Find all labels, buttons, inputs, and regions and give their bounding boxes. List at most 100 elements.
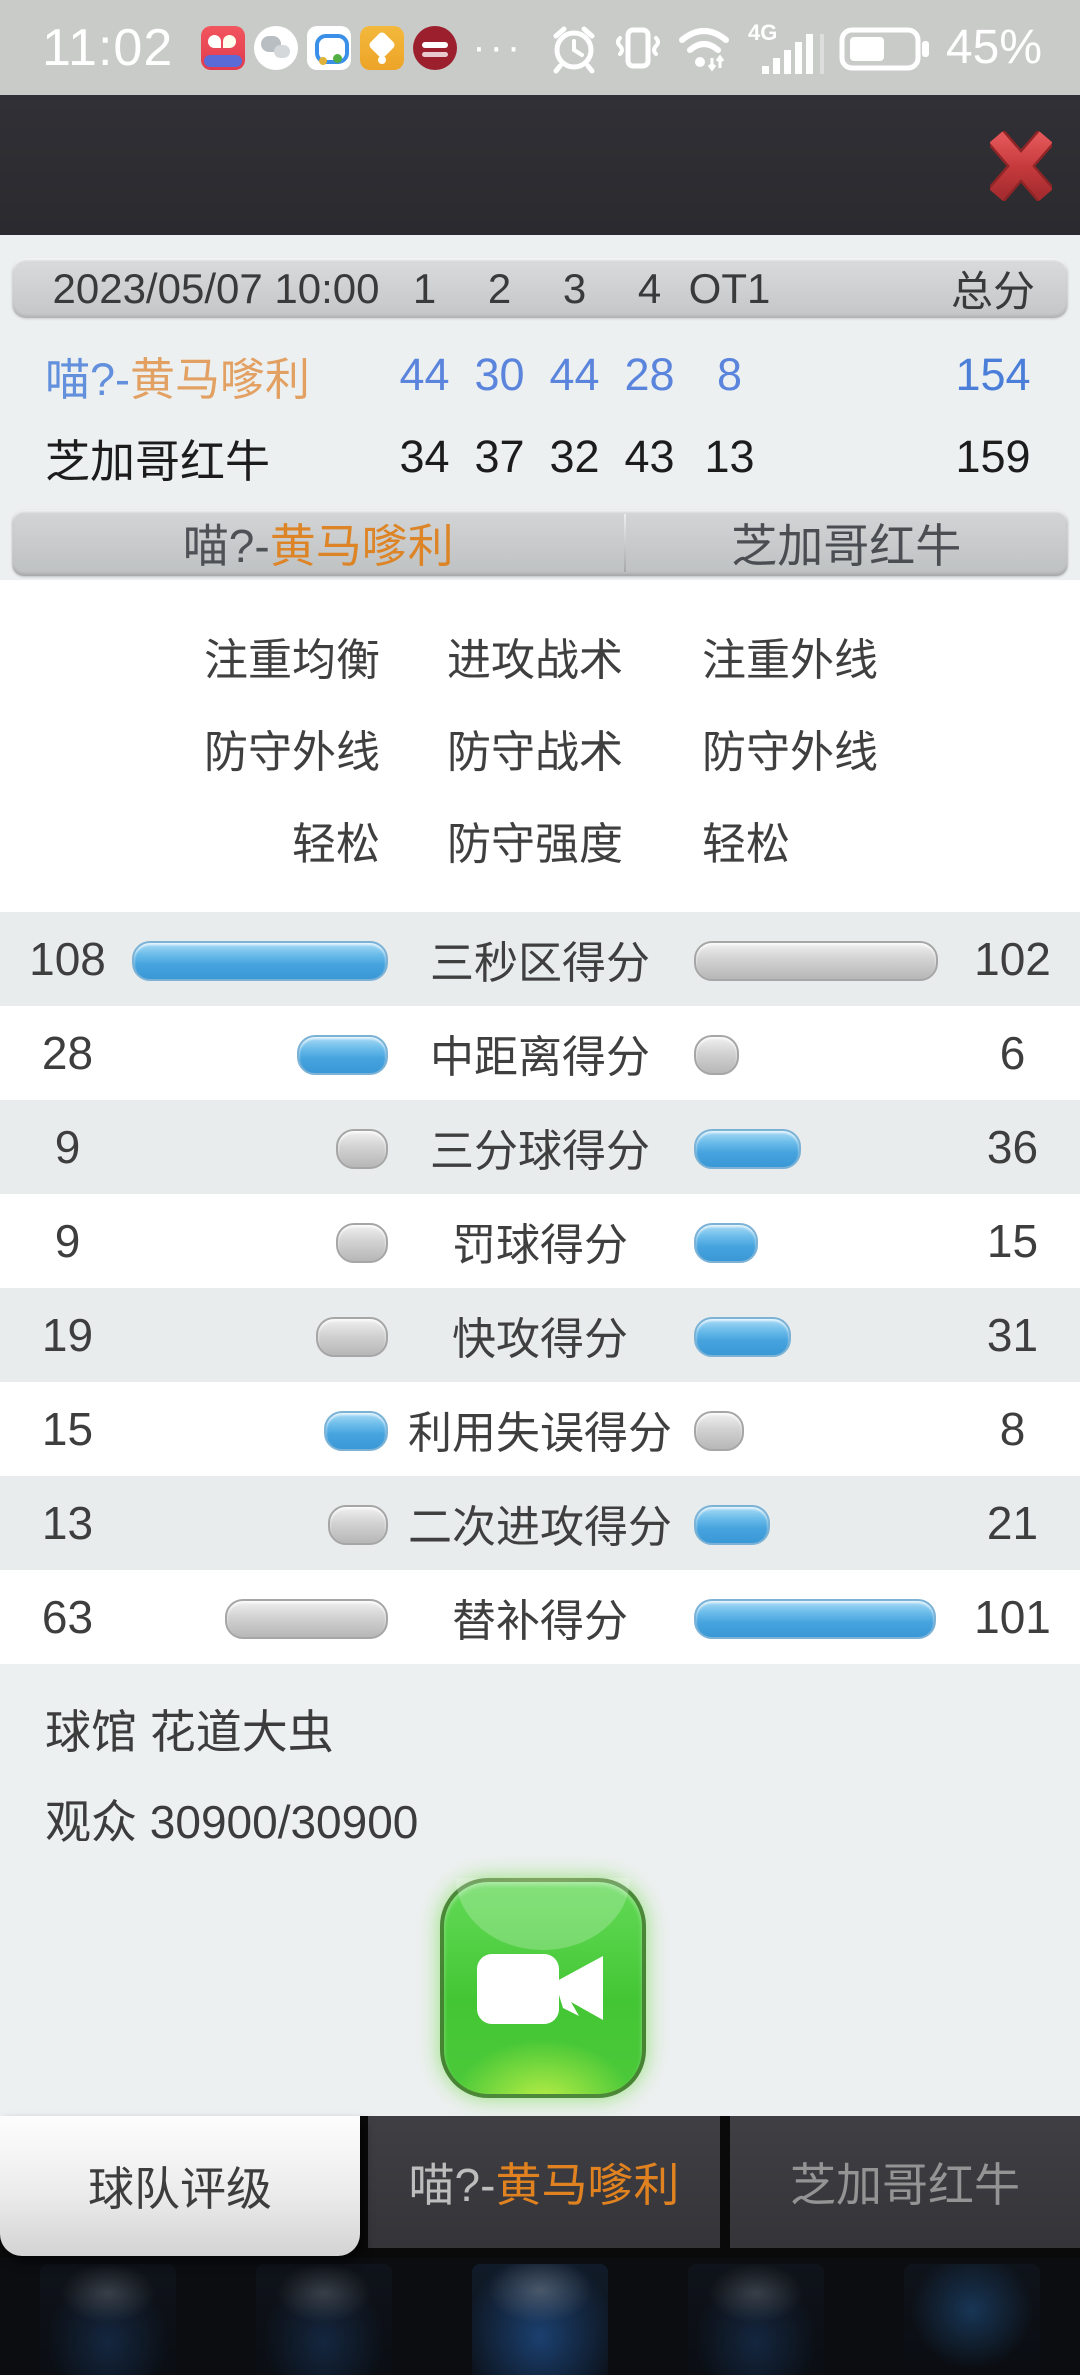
- away-team-name: 芝加哥红牛: [45, 435, 271, 487]
- tab-team-rating[interactable]: 球队评级: [0, 2116, 360, 2256]
- tactic-away-value: 轻松: [702, 820, 790, 869]
- stat-home-value: 19: [41, 1309, 94, 1361]
- away-q4: 43: [624, 431, 675, 482]
- stat-away-bar: [694, 1129, 801, 1169]
- stat-away-value: 102: [974, 933, 1051, 985]
- stat-home-value: 63: [41, 1591, 94, 1643]
- bottom-tabs: 球队评级 喵?- 黄马嗲利 芝加哥红牛: [0, 2116, 1080, 2258]
- clock-time: 11:02: [42, 18, 174, 77]
- status-bar: 11:02 ···: [0, 0, 1080, 95]
- vibrate-icon: [615, 27, 660, 68]
- stat-row: 15 利用失误得分 8: [0, 1382, 1080, 1476]
- tactic-label: 防守强度: [447, 820, 623, 869]
- dim-player-panel-icon: [472, 2264, 608, 2375]
- stat-row: 63 替补得分 101: [0, 1570, 1080, 1664]
- match-result-panel: 2023/05/07 10:00 1 2 3 4 OT1 总分 喵?-黄马嗲利 …: [0, 258, 1080, 2116]
- tactic-home-value: 防守外线: [204, 728, 380, 777]
- tactic-home-value: 注重均衡: [204, 636, 380, 685]
- stat-away-bar: [694, 1505, 770, 1545]
- tab-home-team[interactable]: 喵?- 黄马嗲利: [368, 2116, 720, 2248]
- tactic-home-value: 轻松: [292, 820, 380, 869]
- tactic-label: 防守战术: [447, 728, 623, 777]
- tactics-row: 轻松 防守强度 轻松: [0, 794, 1080, 886]
- stat-label: 三分球得分: [430, 1127, 650, 1176]
- dialog-header: [0, 95, 1080, 235]
- watch-replay-button[interactable]: [440, 1877, 646, 2098]
- notification-app-icon-2: [254, 25, 299, 70]
- stat-away-bar-cell: [690, 1194, 945, 1288]
- more-notifications-icon: ···: [472, 25, 525, 69]
- stat-home-bar: [225, 1599, 388, 1639]
- quarter-col-ot1: OT1: [688, 264, 771, 312]
- stat-label: 替补得分: [452, 1597, 628, 1646]
- notification-app-icon-1: [201, 25, 246, 70]
- dim-trophy-icon: [40, 2264, 176, 2375]
- video-camera-icon: [477, 1954, 603, 2024]
- total-column-label: 总分: [950, 268, 1035, 315]
- home-total: 154: [955, 349, 1031, 400]
- battery-percent: 45%: [945, 21, 1042, 74]
- stat-label: 快攻得分: [452, 1315, 628, 1364]
- team-bar-away: 芝加哥红牛: [731, 520, 962, 572]
- dim-award-icon: [688, 2264, 824, 2375]
- stat-away-value: 31: [986, 1309, 1039, 1361]
- stat-home-value: 9: [54, 1121, 81, 1173]
- battery-icon: [839, 27, 929, 70]
- stat-away-bar-cell: [690, 1476, 945, 1570]
- stat-home-value: 9: [54, 1215, 81, 1267]
- home-q2: 30: [474, 349, 525, 400]
- away-q1: 34: [399, 431, 450, 482]
- stat-away-bar: [694, 941, 938, 981]
- network-type-label: 4G: [748, 20, 777, 45]
- stat-row: 13 二次进攻得分 21: [0, 1476, 1080, 1570]
- tactic-away-value: 防守外线: [702, 728, 878, 777]
- stat-away-bar-cell: [690, 1570, 945, 1664]
- stat-away-value: 21: [986, 1497, 1039, 1549]
- stat-home-bar-cell: [135, 1194, 390, 1288]
- stat-label: 二次进攻得分: [408, 1503, 672, 1552]
- stat-away-value: 6: [999, 1027, 1026, 1079]
- away-q2: 37: [474, 431, 525, 482]
- away-ot1: 13: [704, 431, 755, 482]
- quarter-col-4: 4: [637, 264, 662, 312]
- stat-row: 108 三秒区得分 102: [0, 912, 1080, 1006]
- tab-away-team[interactable]: 芝加哥红牛: [730, 2116, 1080, 2248]
- close-icon[interactable]: [990, 131, 1052, 201]
- venue-info: 球馆 花道大虫 观众 30900/30900: [0, 1664, 1080, 1854]
- stat-home-bar: [328, 1505, 388, 1545]
- background-game-bar: [0, 2258, 1080, 2375]
- attendance-line: 观众 30900/30900: [45, 1796, 419, 1848]
- stat-home-bar: [316, 1317, 388, 1357]
- tactics-row: 注重均衡 进攻战术 注重外线: [0, 610, 1080, 702]
- score-table-header: 2023/05/07 10:00 1 2 3 4 OT1 总分: [12, 258, 1068, 318]
- home-q4: 28: [624, 349, 675, 400]
- dim-medal-icon: [256, 2264, 392, 2375]
- stat-home-bar: [336, 1223, 388, 1263]
- tactic-away-value: 注重外线: [702, 636, 878, 685]
- stat-row: 9 罚球得分 15: [0, 1194, 1080, 1288]
- team-names-bar: 喵?-黄马嗲利 芝加哥红牛: [12, 510, 1068, 576]
- arena-line: 球馆 花道大虫: [45, 1706, 334, 1758]
- stat-away-bar-cell: [690, 1382, 945, 1476]
- score-row-home: 喵?-黄马嗲利 44 30 44 28 8 154: [12, 340, 1068, 410]
- stat-away-bar: [694, 1599, 936, 1639]
- notification-app-icon-4: [360, 25, 405, 70]
- stat-home-bar-cell: [135, 1476, 390, 1570]
- stat-away-value: 8: [999, 1403, 1026, 1455]
- signal-4g-icon: 4G: [748, 20, 824, 74]
- stat-label: 罚球得分: [452, 1221, 628, 1270]
- stat-label: 中距离得分: [430, 1033, 650, 1082]
- stat-away-bar-cell: [690, 1006, 945, 1100]
- stat-home-bar: [132, 941, 388, 981]
- tactics-row: 防守外线 防守战术 防守外线: [0, 702, 1080, 794]
- home-q1: 44: [399, 349, 450, 400]
- dim-chevron-up-icon: [904, 2264, 1040, 2375]
- stat-row: 28 中距离得分 6: [0, 1006, 1080, 1100]
- stat-away-bar-cell: [690, 1288, 945, 1382]
- stat-home-bar-cell: [135, 1382, 390, 1476]
- stat-home-value: 15: [41, 1403, 94, 1455]
- stat-away-bar-cell: [690, 912, 945, 1006]
- stat-away-bar: [694, 1411, 744, 1451]
- alarm-icon: [553, 26, 595, 73]
